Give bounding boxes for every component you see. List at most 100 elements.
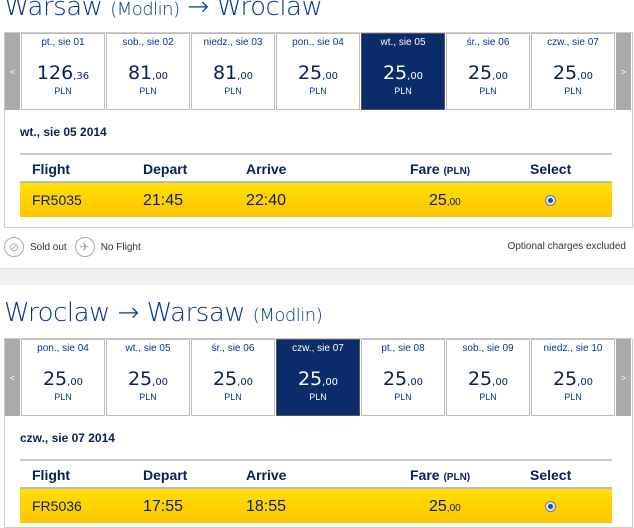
day-price: 25,00 [467, 368, 509, 390]
col-select: Select [530, 467, 572, 483]
day-fare-cell[interactable]: wt., sie 05 25,00 PLN [106, 339, 190, 416]
fare: 25,00 [429, 192, 461, 209]
legend: ⊘ Sold out ✈ No Flight [4, 237, 141, 257]
day-fare-cell[interactable]: sob., sie 02 81,00 PLN [106, 33, 190, 110]
day-date: pt., sie 08 [381, 343, 425, 354]
day-currency: PLN [479, 392, 497, 402]
day-price: 25,00 [382, 62, 424, 84]
day-fare-cell[interactable]: czw., sie 07 25,00 PLN [276, 339, 360, 416]
prev-dates-button[interactable]: < [5, 33, 20, 110]
date-strip: < pon., sie 04 25,00 PLN wt., sie 05 25,… [5, 339, 632, 416]
col-flight: Flight [32, 467, 71, 483]
inbound-title: Wroclaw → Warsaw (Modlin) [4, 298, 323, 328]
day-fare-cell[interactable]: niedz., sie 10 25,00 PLN [531, 339, 615, 416]
flights-table-header: Flight Depart Arrive Fare (PLN) Select [20, 459, 612, 489]
selected-date: wt., sie 05 2014 [20, 125, 107, 139]
day-currency: PLN [224, 86, 242, 96]
col-fare: Fare (PLN) [410, 161, 471, 177]
day-fare-cell[interactable]: pt., sie 08 25,00 PLN [361, 339, 445, 416]
day-price: 25,00 [42, 368, 84, 390]
flight-number: FR5036 [32, 498, 82, 514]
next-dates-button[interactable]: > [616, 33, 631, 110]
select-radio[interactable] [546, 196, 555, 205]
arrive-time: 22:40 [246, 192, 287, 209]
day-price: 25,00 [467, 62, 509, 84]
select-radio[interactable] [546, 502, 555, 511]
day-currency: PLN [54, 392, 72, 402]
origin: Wroclaw [4, 298, 110, 328]
day-date: śr., sie 06 [466, 37, 510, 48]
day-fare-cell[interactable]: śr., sie 06 25,00 PLN [446, 33, 530, 110]
day-price: 25,00 [127, 368, 169, 390]
day-price: 126,36 [36, 62, 90, 84]
depart-time: 21:45 [143, 192, 184, 209]
day-date: pt., sie 01 [41, 37, 85, 48]
col-depart: Depart [143, 161, 188, 177]
day-date: pon., sie 04 [292, 37, 344, 48]
destination: Wroclaw [216, 0, 323, 22]
day-fare-cell[interactable]: śr., sie 06 25,00 PLN [191, 339, 275, 416]
day-currency: PLN [564, 86, 582, 96]
day-currency: PLN [139, 86, 157, 96]
fare: 25,00 [429, 498, 461, 515]
day-fare-cell[interactable]: pt., sie 01 126,36 PLN [21, 33, 105, 110]
day-price: 81,00 [127, 62, 169, 84]
flight-number: FR5035 [32, 192, 82, 208]
day-fare-cell[interactable]: pon., sie 04 25,00 PLN [21, 339, 105, 416]
col-arrive: Arrive [246, 467, 287, 483]
day-date: niedz., sie 03 [203, 37, 263, 48]
day-date: śr., sie 06 [211, 343, 255, 354]
day-currency: PLN [139, 392, 157, 402]
flight-row[interactable]: FR5036 17:55 18:55 25,00 [20, 489, 612, 523]
day-date: niedz., sie 10 [543, 343, 603, 354]
next-dates-button[interactable]: > [616, 339, 631, 416]
day-fare-cell[interactable]: sob., sie 09 25,00 PLN [446, 339, 530, 416]
day-date: sob., sie 02 [122, 37, 174, 48]
day-price: 25,00 [297, 62, 339, 84]
destination: Warsaw [146, 298, 246, 328]
col-fare: Fare (PLN) [410, 467, 471, 483]
day-price: 25,00 [552, 62, 594, 84]
separator [0, 268, 634, 285]
day-fare-cell[interactable]: pon., sie 04 25,00 PLN [276, 33, 360, 110]
origin-airport: (Modlin) [110, 0, 180, 20]
col-depart: Depart [143, 467, 188, 483]
day-date: wt., sie 05 [380, 37, 426, 48]
col-select: Select [530, 161, 572, 177]
outbound-panel: < pt., sie 01 126,36 PLN sob., sie 02 81… [4, 32, 633, 228]
flights-table-header: Flight Depart Arrive Fare (PLN) Select [20, 153, 612, 183]
optional-charges-note: Optional charges excluded [507, 241, 626, 252]
col-arrive: Arrive [246, 161, 287, 177]
arrow-icon: → [117, 298, 140, 328]
day-date: sob., sie 09 [462, 343, 514, 354]
day-price: 81,00 [212, 62, 254, 84]
day-fare-cell[interactable]: niedz., sie 03 81,00 PLN [191, 33, 275, 110]
destination-airport: (Modlin) [252, 305, 323, 326]
flight-row[interactable]: FR5035 21:45 22:40 25,00 [20, 183, 612, 217]
day-currency: PLN [564, 392, 582, 402]
day-price: 25,00 [297, 368, 339, 390]
day-price: 25,00 [212, 368, 254, 390]
day-fare-cell[interactable]: czw., sie 07 25,00 PLN [531, 33, 615, 110]
arrow-icon: → [187, 0, 209, 22]
day-fare-cell[interactable]: wt., sie 05 25,00 PLN [361, 33, 445, 110]
seat-crossed-icon: ⊘ [4, 237, 24, 257]
day-currency: PLN [394, 392, 412, 402]
depart-time: 17:55 [143, 498, 184, 515]
day-currency: PLN [394, 86, 412, 96]
outbound-title: Warsaw (Modlin) → Wroclaw [4, 0, 323, 22]
selected-date: czw., sie 07 2014 [20, 431, 115, 445]
day-price: 25,00 [552, 368, 594, 390]
inbound-panel: < pon., sie 04 25,00 PLN wt., sie 05 25,… [4, 338, 633, 528]
day-date: wt., sie 05 [125, 343, 171, 354]
day-currency: PLN [309, 86, 327, 96]
day-currency: PLN [479, 86, 497, 96]
sold-out-label: Sold out [30, 241, 67, 253]
origin: Warsaw [4, 0, 103, 22]
day-date: czw., sie 07 [547, 37, 599, 48]
prev-dates-button[interactable]: < [5, 339, 20, 416]
day-currency: PLN [309, 392, 327, 402]
day-price: 25,00 [382, 368, 424, 390]
arrive-time: 18:55 [246, 498, 287, 515]
day-date: czw., sie 07 [292, 343, 344, 354]
